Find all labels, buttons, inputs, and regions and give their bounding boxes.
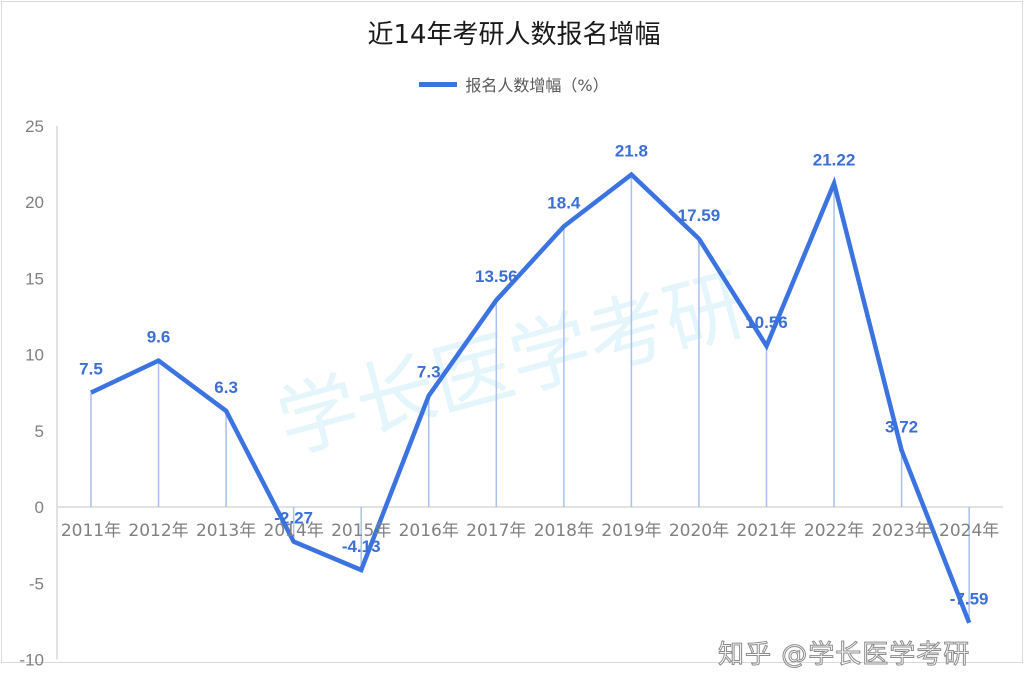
y-tick-label: -10 bbox=[19, 651, 44, 670]
data-label: 21.22 bbox=[813, 150, 856, 169]
data-label: -4.13 bbox=[342, 537, 381, 556]
data-label: -2.27 bbox=[274, 509, 313, 528]
drop-lines bbox=[90, 174, 970, 623]
legend: 报名人数增幅（%） bbox=[0, 72, 1028, 96]
data-label: 7.5 bbox=[79, 360, 103, 379]
chart-title: 近14年考研人数报名增幅 bbox=[367, 20, 661, 50]
data-label: 7.3 bbox=[417, 363, 441, 382]
data-labels: 7.5 9.6 6.3 -2.27 -4.13 7.3 13.56 18.4 21.8 17.59… bbox=[79, 142, 988, 609]
data-label: 6.3 bbox=[214, 378, 238, 397]
x-tick-label: 2016年 bbox=[399, 521, 459, 541]
x-tick-label: 2018年 bbox=[534, 521, 594, 541]
x-tick-label: 2021年 bbox=[736, 521, 796, 541]
series-line bbox=[90, 171, 972, 624]
data-label: 18.4 bbox=[547, 193, 581, 212]
x-tick-label: 2014年 bbox=[264, 521, 324, 541]
data-label: 9.6 bbox=[147, 328, 171, 347]
y-tick-label: 15 bbox=[25, 269, 44, 288]
y-tick-label: 5 bbox=[35, 422, 44, 441]
y-tick-label: 25 bbox=[25, 117, 44, 136]
data-label: 17.59 bbox=[678, 206, 721, 225]
x-tick-label: 2020年 bbox=[669, 521, 729, 541]
y-tick-label: -5 bbox=[29, 574, 44, 593]
source-credit: 知乎 @学长医学考研 bbox=[717, 640, 971, 671]
x-tick-label: 2022年 bbox=[804, 521, 864, 541]
legend-line-swatch bbox=[419, 81, 458, 87]
x-tick-label: 2024年 bbox=[939, 521, 999, 541]
x-tick-label: 2023年 bbox=[871, 521, 931, 541]
data-label: 21.8 bbox=[615, 142, 648, 161]
x-tick-label: 2019年 bbox=[601, 521, 661, 541]
data-series bbox=[90, 171, 972, 624]
x-tick-label: 2011年 bbox=[61, 521, 121, 541]
chart-frame bbox=[1, 1, 1023, 663]
y-tick-label: 20 bbox=[25, 193, 44, 212]
y-tick-label: 0 bbox=[35, 498, 44, 517]
data-label: 13.56 bbox=[475, 267, 518, 286]
x-tick-label: 2017年 bbox=[466, 521, 526, 541]
y-axis: 25 20 15 10 5 0 -5 -10 bbox=[19, 117, 58, 670]
data-label: -7.59 bbox=[950, 590, 989, 609]
x-tick-labels: 2011年 2012年 2013年 2014年 2015年 2016年 2017年 2018年… bbox=[61, 521, 999, 541]
x-tick-label: 2013年 bbox=[196, 521, 256, 541]
y-tick-label: 10 bbox=[25, 346, 44, 365]
x-tick-label: 2015年 bbox=[331, 521, 391, 541]
legend-label: 报名人数增幅（%） bbox=[465, 76, 609, 95]
data-label: 3.72 bbox=[885, 417, 918, 436]
x-tick-label: 2012年 bbox=[128, 521, 188, 541]
data-label: 10.56 bbox=[745, 313, 788, 332]
